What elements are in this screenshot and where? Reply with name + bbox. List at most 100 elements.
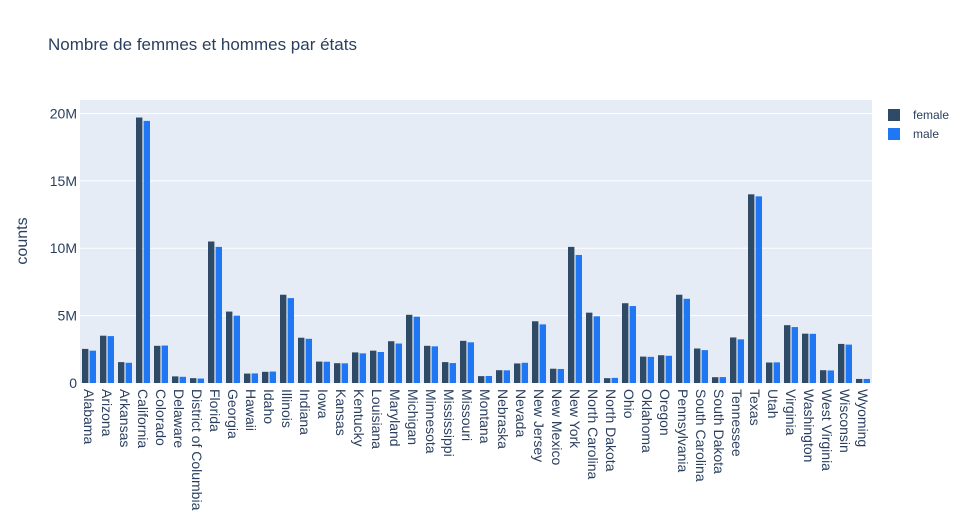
bar-male-new-york [575,254,582,383]
y-axis-ticks: 0 5M 10M 15M 20M [50,105,77,391]
x-tick-label: Wyoming [855,389,871,447]
x-tick-label: West Virginia [819,389,835,471]
x-tick-label: Hawaii [243,389,259,431]
x-tick-label: Illinois [279,389,295,428]
bar-female-delaware [172,376,179,383]
bar-female-minnesota [424,345,431,383]
bar-male-utah [773,362,780,383]
y-tick-label: 15M [50,173,77,189]
bar-female-pennsylvania [676,294,683,383]
bar-male-oklahoma [647,356,654,383]
y-tick-label: 5M [58,308,77,324]
bar-male-district-of-columbia [197,378,204,383]
bar-male-louisiana [377,352,384,383]
x-tick-label: Wisconsin [837,389,853,453]
bar-male-nevada [521,362,528,383]
bar-female-montana [478,376,485,383]
bar-female-ohio [622,303,629,383]
bar-male-michigan [413,316,420,383]
bar-male-south-dakota [719,377,726,383]
x-tick-label: Minnesota [423,389,439,454]
x-tick-label: New Mexico [549,389,565,465]
y-axis-title: counts [14,217,31,264]
x-tick-label: New York [567,389,583,449]
bar-female-tennessee [730,337,737,383]
x-tick-label: Iowa [315,389,331,419]
x-tick-label: Tennessee [729,389,745,457]
bar-female-california [136,117,143,384]
x-tick-label: Indiana [297,389,313,435]
x-tick-label: Maryland [387,389,403,447]
bar-male-kentucky [359,353,366,383]
bar-male-new-jersey [539,324,546,383]
bar-male-california [143,120,150,383]
bar-female-oklahoma [640,356,647,383]
bar-female-north-dakota [604,378,611,383]
bar-female-south-carolina [694,348,701,383]
bar-male-montana [485,375,492,383]
bar-female-district-of-columbia [190,378,197,383]
x-tick-label: Pennsylvania [675,389,691,472]
bar-male-colorado [161,345,168,383]
bar-male-alabama [89,350,96,383]
bar-male-arkansas [125,362,132,383]
x-tick-label: Nevada [513,389,529,437]
bar-male-north-carolina [593,316,600,383]
bar-female-michigan [406,314,413,383]
bar-male-tennessee [737,339,744,383]
bar-male-new-mexico [557,368,564,383]
x-tick-label: Kansas [333,389,349,436]
x-tick-label: Texas [747,389,763,426]
legend-swatch-male [888,128,900,140]
bar-female-west-virginia [820,370,827,383]
bar-female-north-carolina [586,312,593,383]
bar-female-wyoming [856,378,863,383]
bar-female-texas [748,194,755,383]
legend-swatch-female [888,109,900,121]
bar-female-iowa [316,361,323,383]
bar-male-florida [215,246,222,383]
bar-female-alabama [82,348,89,383]
bar-female-virginia [784,325,791,383]
bar-female-arizona [100,335,107,383]
bar-male-delaware [179,376,186,383]
bar-female-utah [766,362,773,383]
x-tick-label: Kentucky [351,389,367,447]
bar-male-nebraska [503,370,510,383]
x-tick-label: Nebraska [495,389,511,449]
bar-male-minnesota [431,346,438,383]
bar-female-illinois [280,294,287,383]
bar-female-oregon [658,355,665,383]
bar-male-north-dakota [611,377,618,383]
bar-female-indiana [298,337,305,383]
y-tick-label: 20M [50,105,77,121]
bar-male-kansas [341,363,348,383]
x-tick-label: Missouri [459,389,475,441]
bar-female-colorado [154,345,161,383]
bar-female-nebraska [496,370,503,383]
x-tick-label: Mississippi [441,389,457,457]
x-tick-label: South Dakota [711,389,727,474]
x-tick-label: Delaware [171,389,187,448]
x-tick-label: Montana [477,389,493,444]
bar-male-oregon [665,355,672,383]
bar-male-washington [809,333,816,383]
bar-female-south-dakota [712,377,719,383]
bar-female-louisiana [370,350,377,383]
x-tick-label: Georgia [225,389,241,439]
bar-male-south-carolina [701,350,708,383]
x-tick-label: Oklahoma [639,389,655,453]
bar-male-illinois [287,298,294,383]
bar-male-indiana [305,338,312,383]
bar-male-west-virginia [827,370,834,383]
bar-male-texas [755,196,762,383]
x-tick-label: Ohio [621,389,637,419]
bar-female-hawaii [244,373,251,383]
bar-male-pennsylvania [683,298,690,383]
bars [82,117,870,384]
bar-female-nevada [514,363,521,383]
bar-male-wyoming [863,378,870,383]
bar-female-mississippi [442,362,449,383]
bar-male-maryland [395,343,402,383]
